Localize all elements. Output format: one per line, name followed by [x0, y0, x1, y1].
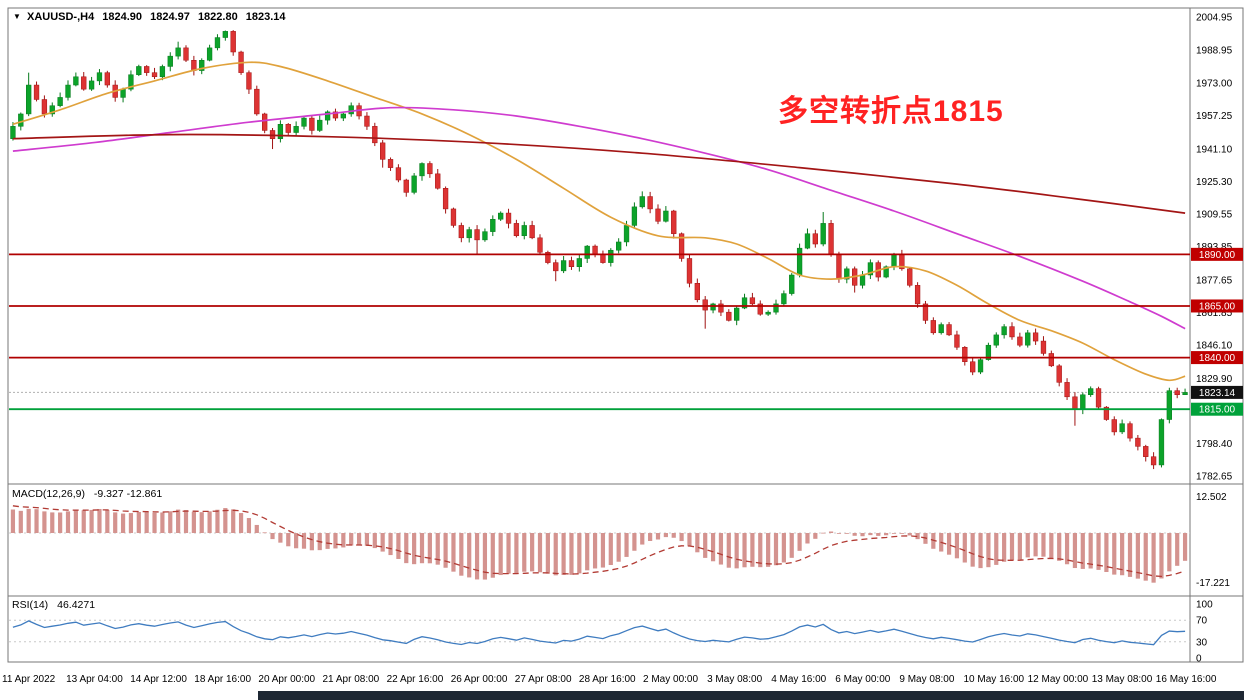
time-label: 3 May 08:00: [707, 674, 763, 685]
svg-text:1846.10: 1846.10: [1196, 340, 1233, 351]
rsi-value: 46.4271: [57, 599, 96, 611]
time-label: 9 May 08:00: [899, 674, 955, 685]
time-label: 18 Apr 16:00: [194, 674, 252, 685]
time-label: 28 Apr 16:00: [578, 674, 636, 685]
macd-values: -9.327 -12.861: [93, 488, 163, 500]
svg-text:30: 30: [1196, 637, 1208, 648]
svg-text:1890.00: 1890.00: [1199, 250, 1236, 261]
svg-text:2004.95: 2004.95: [1196, 13, 1233, 24]
rsi-indicator-label: RSI(14) 46.4271: [12, 599, 101, 611]
svg-text:1988.95: 1988.95: [1196, 46, 1233, 57]
time-label: 2 May 00:00: [643, 674, 699, 685]
time-label: 14 Apr 12:00: [130, 674, 187, 685]
svg-text:1941.10: 1941.10: [1196, 144, 1233, 155]
time-label: 20 Apr 00:00: [258, 674, 316, 685]
macd-plot: 12.502 -17.221: [9, 492, 1230, 589]
time-label: 10 May 16:00: [963, 674, 1025, 685]
symbol-timeframe-label: XAUUSD-,H4: [26, 11, 95, 23]
slow-ma-line[interactable]: [12, 133, 1186, 214]
macd-indicator-label: MACD(12,26,9) -9.327 -12.861: [12, 488, 168, 500]
time-label: 16 May 16:00: [1155, 674, 1217, 685]
level-lines[interactable]: 1890.00 1865.00 1840.00 1815.00 1823.14: [9, 247, 1243, 416]
time-label: 26 Apr 00:00: [450, 674, 508, 685]
macd-name: MACD(12,26,9): [12, 488, 85, 500]
fast-ma-line[interactable]: [12, 61, 1186, 382]
time-label: 13 May 08:00: [1091, 674, 1153, 685]
svg-text:1829.90: 1829.90: [1196, 374, 1233, 385]
svg-text:1840.00: 1840.00: [1199, 353, 1236, 364]
ohlc-close-value: 1823.14: [245, 11, 286, 23]
ohlc-low-value: 1822.80: [197, 11, 238, 23]
chart-annotation-text: 多空转折点1815: [778, 95, 1004, 128]
time-label: 4 May 16:00: [771, 674, 827, 685]
svg-text:1909.55: 1909.55: [1196, 209, 1233, 220]
ohlc-open-value: 1824.90: [102, 11, 143, 23]
rsi-plot: 100 70 30 0: [9, 600, 1213, 665]
bottom-taskbar-strip[interactable]: [258, 691, 1244, 700]
svg-text:1861.85: 1861.85: [1196, 308, 1233, 319]
time-label: 13 Apr 04:00: [66, 674, 123, 685]
svg-text:1798.40: 1798.40: [1196, 439, 1233, 450]
symbol-title: ▼ XAUUSD-,H4 1824.90 1824.97 1822.80 182…: [13, 11, 291, 23]
svg-text:1925.30: 1925.30: [1196, 177, 1233, 188]
time-label: 21 Apr 08:00: [322, 674, 380, 685]
svg-text:1782.65: 1782.65: [1196, 472, 1233, 483]
time-label: 11 Apr 2022: [2, 674, 56, 685]
svg-text:1973.00: 1973.00: [1196, 78, 1233, 89]
time-axis: 11 Apr 2022 13 Apr 04:00 14 Apr 12:00 18 Ap…: [0, 674, 1244, 690]
svg-text:70: 70: [1196, 616, 1208, 627]
mid-ma-line[interactable]: [12, 106, 1186, 330]
panel-borders: [7, 7, 1244, 663]
time-label: 27 Apr 08:00: [514, 674, 572, 685]
svg-text:0: 0: [1196, 654, 1202, 665]
svg-text:1893.85: 1893.85: [1196, 242, 1233, 253]
svg-text:1865.00: 1865.00: [1199, 301, 1236, 312]
svg-text:1823.14: 1823.14: [1199, 388, 1236, 399]
svg-text:100: 100: [1196, 600, 1213, 611]
rsi-name: RSI(14): [12, 599, 49, 611]
svg-text:1877.65: 1877.65: [1196, 275, 1233, 286]
svg-text:-17.221: -17.221: [1196, 578, 1230, 589]
time-label: 22 Apr 16:00: [386, 674, 444, 685]
svg-text:1957.25: 1957.25: [1196, 111, 1233, 122]
time-label: 12 May 00:00: [1027, 674, 1089, 685]
candles: [10, 30, 1188, 470]
svg-text:12.502: 12.502: [1196, 492, 1227, 503]
ohlc-high-value: 1824.97: [150, 11, 190, 23]
time-label: 6 May 00:00: [835, 674, 891, 685]
svg-text:1815.00: 1815.00: [1199, 405, 1236, 416]
symbol-dropdown-icon[interactable]: ▼: [13, 12, 21, 21]
